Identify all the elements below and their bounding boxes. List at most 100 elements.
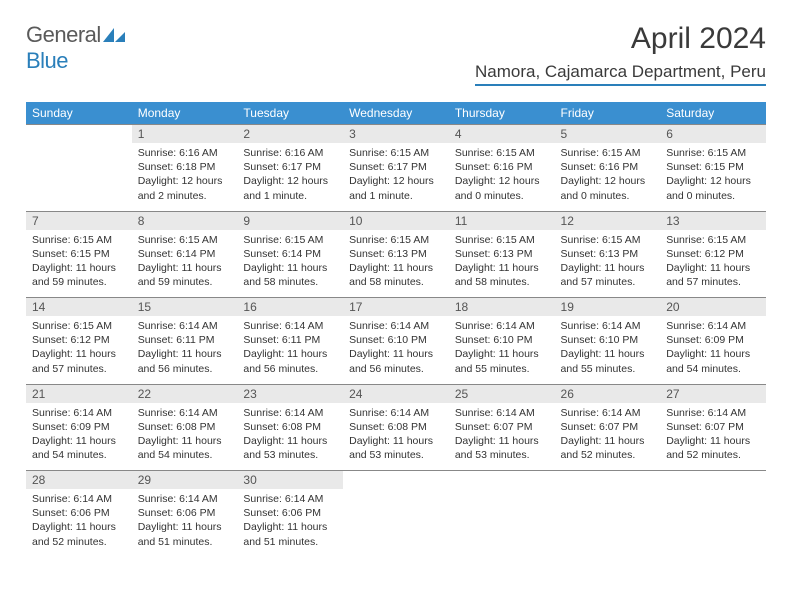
sunset-text: Sunset: 6:12 PM [666, 247, 760, 261]
day-content-cell: Sunrise: 6:14 AMSunset: 6:08 PMDaylight:… [237, 403, 343, 471]
daylight-text-2: and 1 minute. [349, 189, 443, 203]
daylight-text: Daylight: 11 hours [138, 261, 232, 275]
month-title: April 2024 [475, 22, 766, 56]
day-number-cell: 25 [449, 384, 555, 403]
daylight-text: Daylight: 11 hours [666, 434, 760, 448]
sunset-text: Sunset: 6:13 PM [561, 247, 655, 261]
day-content-cell: Sunrise: 6:15 AMSunset: 6:12 PMDaylight:… [26, 316, 132, 384]
day-number-cell: 4 [449, 125, 555, 144]
logo-blue: Blue [26, 48, 68, 73]
sunrise-text: Sunrise: 6:14 AM [243, 319, 337, 333]
daylight-text: Daylight: 11 hours [138, 434, 232, 448]
sunset-text: Sunset: 6:17 PM [349, 160, 443, 174]
sunset-text: Sunset: 6:07 PM [666, 420, 760, 434]
day-content-cell: Sunrise: 6:14 AMSunset: 6:10 PMDaylight:… [343, 316, 449, 384]
daylight-text-2: and 0 minutes. [561, 189, 655, 203]
daylight-text: Daylight: 11 hours [666, 347, 760, 361]
sunset-text: Sunset: 6:06 PM [243, 506, 337, 520]
sunset-text: Sunset: 6:06 PM [32, 506, 126, 520]
sunrise-text: Sunrise: 6:16 AM [243, 146, 337, 160]
sunset-text: Sunset: 6:07 PM [561, 420, 655, 434]
calendar-table: SundayMondayTuesdayWednesdayThursdayFrid… [26, 102, 766, 557]
weekday-header: Wednesday [343, 102, 449, 125]
day-content-cell: Sunrise: 6:14 AMSunset: 6:06 PMDaylight:… [132, 489, 238, 557]
day-number-cell [660, 471, 766, 490]
sunrise-text: Sunrise: 6:15 AM [455, 146, 549, 160]
daylight-text-2: and 59 minutes. [138, 275, 232, 289]
daylight-text-2: and 53 minutes. [243, 448, 337, 462]
day-number-cell: 28 [26, 471, 132, 490]
day-number-cell [343, 471, 449, 490]
day-content-cell: Sunrise: 6:15 AMSunset: 6:15 PMDaylight:… [660, 143, 766, 211]
day-number-cell: 9 [237, 211, 343, 230]
daylight-text: Daylight: 11 hours [561, 434, 655, 448]
daylight-text: Daylight: 11 hours [349, 261, 443, 275]
daylight-text-2: and 56 minutes. [349, 362, 443, 376]
day-content-row: Sunrise: 6:16 AMSunset: 6:18 PMDaylight:… [26, 143, 766, 211]
day-number-cell: 18 [449, 298, 555, 317]
day-content-cell: Sunrise: 6:15 AMSunset: 6:16 PMDaylight:… [449, 143, 555, 211]
day-number-cell: 30 [237, 471, 343, 490]
sunset-text: Sunset: 6:08 PM [349, 420, 443, 434]
daylight-text-2: and 2 minutes. [138, 189, 232, 203]
daylight-text-2: and 54 minutes. [666, 362, 760, 376]
daylight-text-2: and 0 minutes. [666, 189, 760, 203]
daylight-text: Daylight: 11 hours [243, 261, 337, 275]
daylight-text-2: and 53 minutes. [455, 448, 549, 462]
daylight-text: Daylight: 11 hours [138, 347, 232, 361]
day-content-cell: Sunrise: 6:14 AMSunset: 6:10 PMDaylight:… [449, 316, 555, 384]
day-content-cell [660, 489, 766, 557]
day-number-cell: 16 [237, 298, 343, 317]
daylight-text: Daylight: 11 hours [455, 347, 549, 361]
daylight-text: Daylight: 11 hours [32, 261, 126, 275]
day-content-cell: Sunrise: 6:14 AMSunset: 6:10 PMDaylight:… [555, 316, 661, 384]
weekday-header: Tuesday [237, 102, 343, 125]
logo-general: General [26, 22, 101, 47]
sunset-text: Sunset: 6:10 PM [455, 333, 549, 347]
sunset-text: Sunset: 6:08 PM [138, 420, 232, 434]
calendar-head: SundayMondayTuesdayWednesdayThursdayFrid… [26, 102, 766, 125]
day-number-cell [449, 471, 555, 490]
day-number-row: 21222324252627 [26, 384, 766, 403]
sunrise-text: Sunrise: 6:14 AM [666, 319, 760, 333]
sunrise-text: Sunrise: 6:15 AM [666, 146, 760, 160]
sunrise-text: Sunrise: 6:15 AM [349, 233, 443, 247]
day-number-cell: 6 [660, 125, 766, 144]
sunset-text: Sunset: 6:18 PM [138, 160, 232, 174]
day-content-row: Sunrise: 6:14 AM Sunset: 6:09 PM Daylight:… [26, 403, 766, 471]
sunrise-text: Sunrise: 6:14 AM [138, 492, 232, 506]
sunrise-text: Sunrise: 6:14 AM [243, 406, 337, 420]
day-number-cell: 24 [343, 384, 449, 403]
day-content-cell [343, 489, 449, 557]
sunrise-text: Sunrise: 6:15 AM [243, 233, 337, 247]
daylight-text: Daylight: 11 hours [349, 434, 443, 448]
sunrise-text: Sunrise: 6:16 AM [138, 146, 232, 160]
day-number-cell: 29 [132, 471, 238, 490]
logo: General Blue [26, 22, 125, 74]
weekday-header: Saturday [660, 102, 766, 125]
daylight-text: Daylight: 12 hours [455, 174, 549, 188]
day-number-cell: 23 [237, 384, 343, 403]
day-number-cell: 12 [555, 211, 661, 230]
daylight-text-2: and 0 minutes. [455, 189, 549, 203]
day-number-row: 78910111213 [26, 211, 766, 230]
sunrise-text: Sunrise: 6:14 AM [243, 492, 337, 506]
day-content-cell [26, 143, 132, 211]
day-content-row: Sunrise: 6:14 AMSunset: 6:06 PMDaylight:… [26, 489, 766, 557]
sunrise-text: Sunrise: 6:15 AM [455, 233, 549, 247]
logo-sail-icon [103, 28, 125, 42]
sunset-text: Sunset: 6:14 PM [138, 247, 232, 261]
calendar-body: 123456Sunrise: 6:16 AMSunset: 6:18 PMDay… [26, 125, 766, 558]
sunset-text: Sunset: 6:08 PM [243, 420, 337, 434]
day-content-cell: Sunrise: 6:14 AMSunset: 6:06 PMDaylight:… [26, 489, 132, 557]
day-number-cell: 13 [660, 211, 766, 230]
sunrise-text: Sunrise: 6:15 AM [561, 233, 655, 247]
sunset-text: Sunset: 6:09 PM [32, 420, 126, 434]
sunset-text: Sunset: 6:06 PM [138, 506, 232, 520]
daylight-text: Daylight: 12 hours [138, 174, 232, 188]
day-content-cell: Sunrise: 6:15 AMSunset: 6:16 PMDaylight:… [555, 143, 661, 211]
day-number-row: 14151617181920 [26, 298, 766, 317]
day-content-cell: Sunrise: 6:14 AMSunset: 6:08 PMDaylight:… [132, 403, 238, 471]
daylight-text: Daylight: 11 hours [32, 347, 126, 361]
daylight-text-2: and 51 minutes. [138, 535, 232, 549]
